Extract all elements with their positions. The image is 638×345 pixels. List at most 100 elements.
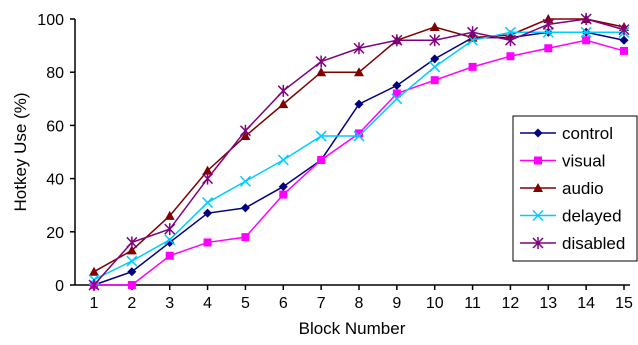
data-point-visual — [317, 155, 326, 164]
legend-label: audio — [562, 179, 604, 198]
data-point-delayed — [353, 130, 365, 142]
x-ticks: 1 2 3 4 5 6 7 8 9 10 11 12 13 14 15 — [90, 285, 633, 312]
data-point-control — [619, 35, 629, 45]
x-tick-label: 4 — [203, 295, 212, 312]
y-axis-title: Hotkey Use (%) — [11, 92, 30, 211]
x-tick-label: 3 — [165, 295, 174, 312]
data-point-disabled — [580, 13, 592, 25]
y-tick-label: 20 — [46, 225, 64, 242]
data-point-control — [430, 54, 440, 64]
y-tick-label: 40 — [46, 172, 64, 189]
data-point-visual — [355, 129, 363, 138]
data-point-delayed — [126, 255, 138, 267]
data-point-disabled — [164, 223, 176, 236]
legend-marker — [532, 237, 544, 249]
legend-label: control — [562, 124, 613, 143]
x-tick-label: 5 — [241, 295, 250, 312]
data-point-visual — [127, 281, 136, 289]
data-point-disabled — [618, 23, 630, 36]
data-point-audio — [89, 266, 99, 276]
data-point-visual — [203, 238, 212, 247]
x-tick-label: 14 — [577, 295, 595, 312]
data-point-disabled — [504, 34, 516, 47]
legend-item-visual: visual — [520, 152, 605, 171]
data-point-delayed — [467, 34, 479, 46]
y-tick-label: 100 — [37, 12, 64, 29]
data-point-delayed — [429, 61, 441, 73]
y-tick-label: 0 — [55, 278, 64, 295]
legend-label: delayed — [562, 207, 622, 226]
data-point-control — [240, 203, 250, 213]
x-tick-label: 15 — [615, 295, 633, 312]
data-point-visual — [620, 46, 628, 55]
legend-item-control: control — [520, 124, 613, 143]
data-point-control — [127, 267, 137, 277]
legend: control visual audio delayed disabled — [512, 115, 638, 262]
legend-label: visual — [562, 152, 605, 171]
data-point-audio — [164, 210, 175, 220]
data-point-delayed — [504, 26, 516, 38]
data-point-disabled — [391, 34, 403, 47]
x-tick-label: 1 — [90, 295, 99, 312]
y-ticks: 0 20 40 60 80 100 — [37, 12, 75, 295]
data-point-visual — [430, 76, 439, 85]
data-point-disabled — [277, 84, 289, 97]
data-point-delayed — [542, 26, 554, 38]
data-point-visual — [279, 190, 288, 199]
axes — [74, 19, 630, 286]
series-delayed — [88, 26, 630, 286]
data-point-audio — [316, 67, 327, 77]
legend-item-delayed: delayed — [520, 207, 622, 226]
x-tick-label: 11 — [464, 295, 481, 312]
data-point-visual — [165, 251, 174, 260]
data-point-visual — [468, 62, 477, 71]
data-point-disabled — [429, 34, 441, 47]
x-tick-label: 2 — [127, 295, 136, 312]
data-point-disabled — [239, 124, 251, 137]
legend-marker — [534, 156, 542, 165]
data-point-delayed — [239, 175, 251, 187]
data-point-visual — [392, 89, 401, 98]
legend-marker — [533, 183, 543, 192]
data-point-disabled — [126, 236, 138, 249]
data-point-disabled — [353, 42, 365, 55]
data-point-disabled — [202, 172, 214, 185]
data-point-delayed — [315, 130, 327, 142]
data-point-audio — [354, 67, 364, 77]
legend-marker — [533, 128, 543, 138]
data-point-disabled — [315, 55, 327, 68]
legend-item-audio: audio — [520, 179, 604, 198]
data-point-control — [278, 182, 288, 192]
data-point-visual — [582, 36, 591, 45]
plot-area — [88, 13, 630, 291]
x-tick-label: 6 — [279, 295, 288, 312]
series-disabled — [88, 13, 630, 291]
data-point-delayed — [202, 197, 214, 209]
data-point-delayed — [391, 93, 403, 105]
data-point-delayed — [580, 26, 592, 38]
data-point-disabled — [542, 18, 554, 31]
x-tick-label: 9 — [392, 295, 401, 312]
data-point-audio — [278, 99, 289, 109]
x-axis-title: Block Number — [299, 319, 406, 338]
data-point-control — [354, 99, 364, 109]
data-point-control — [392, 81, 402, 90]
data-point-visual — [544, 44, 553, 53]
y-tick-label: 60 — [46, 118, 64, 135]
x-tick-label: 12 — [502, 295, 520, 312]
legend-label: disabled — [562, 234, 625, 253]
data-point-visual — [506, 52, 515, 61]
data-point-audio — [429, 21, 440, 31]
data-point-delayed — [277, 154, 289, 166]
data-point-control — [203, 208, 213, 218]
x-tick-label: 7 — [317, 295, 326, 312]
y-tick-label: 80 — [46, 65, 64, 82]
data-point-audio — [126, 245, 137, 255]
legend-marker — [532, 209, 544, 222]
x-tick-label: 10 — [426, 295, 444, 312]
legend-item-disabled: disabled — [520, 234, 625, 253]
data-point-disabled — [467, 26, 479, 39]
data-point-visual — [241, 233, 250, 242]
x-tick-label: 8 — [355, 295, 364, 312]
